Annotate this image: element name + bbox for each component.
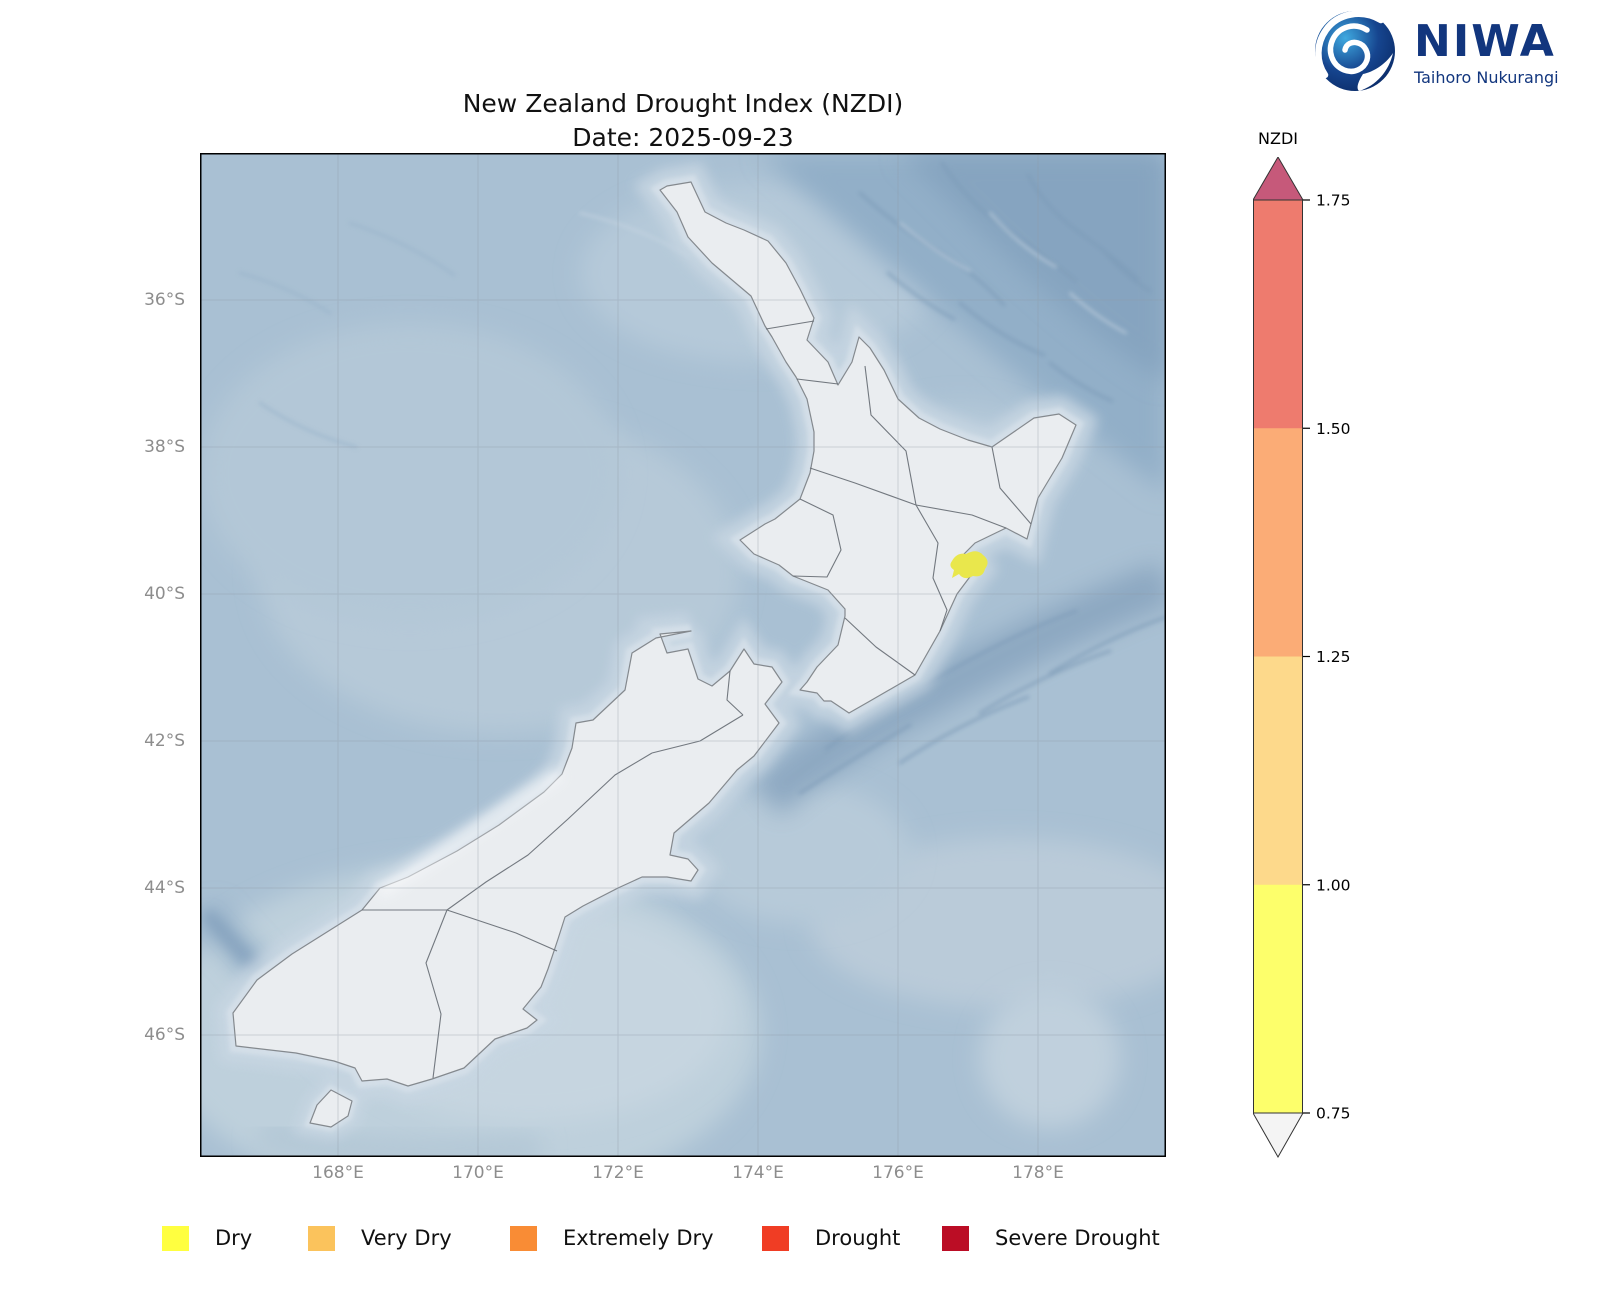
logo-leaf <box>1357 53 1393 91</box>
graticule <box>200 153 1166 1157</box>
legend-label: Dry <box>215 1226 253 1250</box>
colorbar-tick-label: 1.00 <box>1316 876 1351 894</box>
colorbar-tick-label: 1.50 <box>1316 420 1351 438</box>
x-axis-tick-label: 168°E <box>312 1163 364 1183</box>
x-axis-tick-label: 174°E <box>732 1163 784 1183</box>
colorbar: 1.75 1.50 1.25 1.00 0.75 <box>1252 156 1373 1166</box>
niwa-tagline: Taihoro Nukurangi <box>1414 67 1559 87</box>
x-axis-tick-label: 170°E <box>452 1163 504 1183</box>
niwa-wordmark: NIWA <box>1414 15 1556 67</box>
y-axis-tick-label: 38°S <box>144 437 185 457</box>
southern-alps-relief <box>376 768 564 898</box>
colorbar-under-arrow <box>1252 1112 1304 1159</box>
colorbar-segment <box>1253 200 1303 429</box>
drought-spot-dry <box>950 551 988 579</box>
colorbar-tick-label: 1.25 <box>1316 648 1351 666</box>
page-title: New Zealand Drought Index (NZDI) <box>462 89 904 118</box>
logo-swirl-inner <box>1327 23 1371 75</box>
y-axis-tick-label: 42°S <box>144 731 185 751</box>
figure-title-block: New Zealand Drought Index (NZDI) Date: 2… <box>200 87 1166 155</box>
y-axis-tick-label: 40°S <box>144 584 185 604</box>
legend-label: Extremely Dry <box>563 1226 714 1250</box>
logo-circle <box>1315 11 1395 91</box>
colorbar-outline <box>1253 199 1303 1114</box>
map-frame <box>200 153 1166 1157</box>
niwa-logo-text: NIWA Taihoro Nukurangi <box>1414 15 1559 87</box>
niwa-logo-mark <box>1315 10 1395 91</box>
legend-item: Extremely Dry <box>510 1225 714 1251</box>
y-axis-tick-label: 44°S <box>144 878 185 898</box>
colorbar-segments <box>1253 200 1303 1114</box>
legend-swatch <box>942 1225 969 1251</box>
legend-label: Drought <box>815 1226 901 1250</box>
page-subtitle-date: Date: 2025-09-23 <box>572 123 794 152</box>
x-axis-tick-label: 178°E <box>1012 1163 1064 1183</box>
logo-swirl-outer <box>1315 10 1385 79</box>
colorbar-segment <box>1253 884 1303 1114</box>
colorbar-segment <box>1253 428 1303 658</box>
map-canvas <box>200 153 1166 1157</box>
legend-item: Dry <box>162 1225 252 1251</box>
legend-item: Severe Drought <box>942 1225 1160 1251</box>
colorbar-title: NZDI <box>1258 129 1298 148</box>
legend-swatch <box>510 1225 537 1251</box>
colorbar-tick-label: 0.75 <box>1316 1105 1351 1123</box>
x-axis-tick-label: 176°E <box>872 1163 924 1183</box>
niwa-logo: NIWA Taihoro Nukurangi <box>1312 8 1559 96</box>
y-axis-tick-label: 36°S <box>144 290 185 310</box>
x-axis-tick-label: 172°E <box>592 1163 644 1183</box>
colorbar-segment <box>1253 656 1303 886</box>
legend-label: Severe Drought <box>995 1226 1160 1250</box>
legend-label: Very Dry <box>361 1226 452 1250</box>
colorbar-svg: 1.75 1.50 1.25 1.00 0.75 <box>1252 156 1351 1159</box>
legend-swatch <box>762 1225 789 1251</box>
map-svg <box>200 153 1166 1157</box>
y-axis-tick-label: 46°S <box>144 1025 185 1045</box>
legend-item: Drought <box>762 1225 900 1251</box>
legend-swatch <box>308 1225 335 1251</box>
legend-swatch <box>162 1225 189 1251</box>
legend-item: Very Dry <box>308 1225 452 1251</box>
colorbar-ticks: 1.75 1.50 1.25 1.00 0.75 <box>1303 192 1351 1123</box>
colorbar-over-arrow <box>1252 156 1304 201</box>
colorbar-tick-label: 1.75 <box>1316 192 1351 210</box>
landmass <box>232 181 1077 1128</box>
region-boundaries <box>362 320 1032 1079</box>
